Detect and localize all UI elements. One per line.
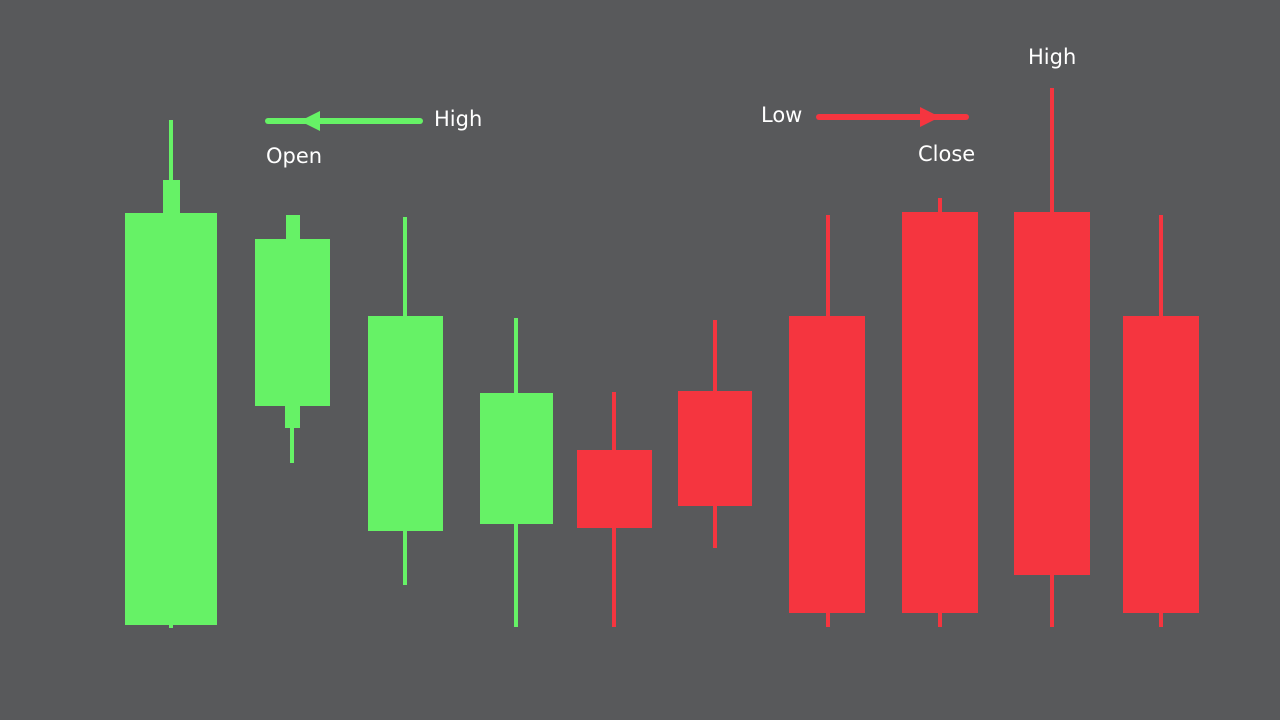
- green-candles: [125, 120, 553, 628]
- candle-body: [789, 316, 865, 613]
- label-high: High: [434, 107, 482, 131]
- label-close: Close: [918, 142, 975, 166]
- wick-block: [285, 404, 300, 428]
- label-open: Open: [266, 144, 322, 168]
- arrow-head: [920, 107, 940, 127]
- candle-body: [678, 391, 752, 506]
- wick-block: [163, 180, 180, 214]
- candle-body: [902, 212, 978, 613]
- candle-body: [368, 316, 443, 531]
- candle-body: [577, 450, 652, 528]
- candle-body: [1123, 316, 1199, 613]
- label-low: Low: [761, 103, 802, 127]
- green-arrow: [265, 111, 423, 131]
- label-high: High: [1028, 45, 1076, 69]
- candle-body: [480, 393, 553, 524]
- red-arrow: [816, 107, 969, 127]
- red-candles: [577, 88, 1199, 627]
- candle-body: [1014, 212, 1090, 575]
- candle-body: [125, 213, 217, 625]
- arrow-head: [300, 111, 320, 131]
- candle-body: [255, 239, 330, 406]
- wick-block: [286, 215, 300, 241]
